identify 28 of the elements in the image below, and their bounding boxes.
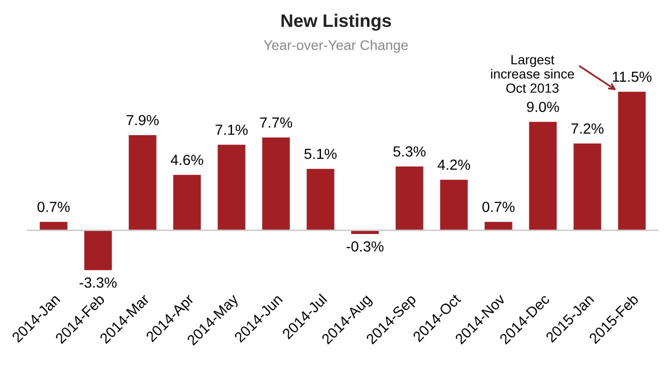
chart-subtitle: Year-over-Year Change bbox=[264, 40, 408, 53]
data-label: 5.3% bbox=[393, 146, 426, 157]
data-label: -3.3% bbox=[80, 277, 117, 288]
data-label: 9.0% bbox=[526, 102, 559, 112]
data-label: -0.3% bbox=[346, 241, 384, 252]
bar bbox=[128, 135, 156, 230]
bar bbox=[173, 174, 201, 230]
bar bbox=[218, 144, 246, 230]
data-label: 7.1% bbox=[216, 124, 248, 135]
bar bbox=[262, 138, 290, 230]
data-label: 7.2% bbox=[572, 123, 604, 134]
data-label: 11.5% bbox=[612, 72, 652, 82]
bar bbox=[574, 144, 602, 230]
chart-title: New Listings bbox=[282, 14, 391, 31]
data-label: 5.1% bbox=[304, 148, 337, 160]
data-label: 7.9% bbox=[126, 114, 159, 126]
bar bbox=[396, 166, 424, 230]
data-label: 0.7% bbox=[482, 202, 515, 212]
bar bbox=[306, 168, 334, 230]
annotation: Largest increase since Oct 2013 bbox=[491, 55, 574, 93]
bar bbox=[618, 92, 646, 230]
data-label: 0.7% bbox=[38, 202, 70, 212]
bar bbox=[440, 180, 468, 230]
data-label: 4.2% bbox=[438, 160, 470, 170]
bar bbox=[84, 230, 112, 270]
bar bbox=[529, 122, 557, 230]
data-label: 4.6% bbox=[170, 154, 204, 166]
data-label: 7.7% bbox=[260, 117, 292, 128]
